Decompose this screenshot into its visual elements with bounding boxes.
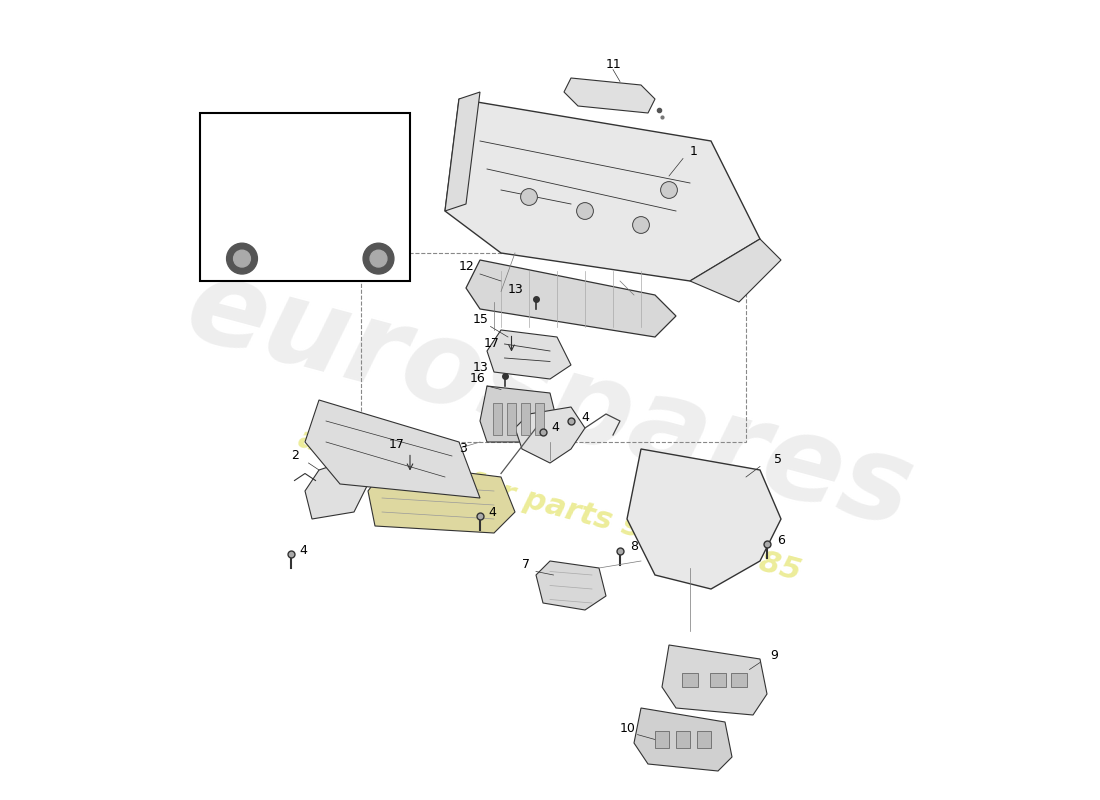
Text: 3: 3 xyxy=(459,442,466,455)
Text: 7: 7 xyxy=(522,558,530,571)
Text: 4: 4 xyxy=(582,411,590,424)
Circle shape xyxy=(632,217,649,234)
Text: 9: 9 xyxy=(770,649,779,662)
Polygon shape xyxy=(305,400,480,498)
Circle shape xyxy=(363,243,394,274)
Bar xyxy=(536,403,543,435)
Polygon shape xyxy=(446,92,480,211)
Text: 8: 8 xyxy=(630,541,638,554)
Polygon shape xyxy=(480,386,557,442)
Polygon shape xyxy=(221,148,396,260)
Polygon shape xyxy=(466,260,676,337)
Text: 13: 13 xyxy=(473,361,488,374)
Bar xyxy=(697,731,711,748)
Polygon shape xyxy=(690,239,781,302)
Polygon shape xyxy=(627,449,781,589)
Polygon shape xyxy=(487,330,571,379)
Polygon shape xyxy=(515,407,585,463)
Polygon shape xyxy=(634,708,732,771)
Text: 17: 17 xyxy=(389,438,405,450)
Text: 13: 13 xyxy=(508,283,524,296)
Circle shape xyxy=(520,189,538,206)
Bar xyxy=(507,403,516,435)
Bar xyxy=(710,673,726,687)
Text: a passion for parts since 1985: a passion for parts since 1985 xyxy=(296,424,804,586)
Bar xyxy=(676,731,690,748)
Polygon shape xyxy=(446,99,760,281)
Circle shape xyxy=(576,202,593,219)
Polygon shape xyxy=(239,166,368,207)
Text: eurospares: eurospares xyxy=(175,248,925,552)
Text: 4: 4 xyxy=(551,422,559,434)
Text: 16: 16 xyxy=(470,373,485,386)
Polygon shape xyxy=(368,463,515,533)
Text: 11: 11 xyxy=(606,58,621,70)
Polygon shape xyxy=(662,645,767,715)
Circle shape xyxy=(370,250,387,267)
Circle shape xyxy=(227,243,257,274)
Text: 1: 1 xyxy=(690,145,697,158)
Text: 15: 15 xyxy=(473,313,488,326)
Bar xyxy=(654,731,669,748)
Text: 6: 6 xyxy=(778,534,785,546)
Bar xyxy=(493,403,502,435)
Text: 4: 4 xyxy=(488,506,496,518)
Circle shape xyxy=(233,250,251,267)
Bar xyxy=(730,673,747,687)
Text: 17: 17 xyxy=(484,338,499,350)
Bar xyxy=(200,113,410,281)
Text: 4: 4 xyxy=(299,544,307,557)
Text: 2: 2 xyxy=(292,450,299,462)
Text: 12: 12 xyxy=(459,261,475,274)
Text: 10: 10 xyxy=(620,722,636,735)
Text: 5: 5 xyxy=(774,453,782,466)
Polygon shape xyxy=(564,78,654,113)
Circle shape xyxy=(661,182,678,198)
Polygon shape xyxy=(305,456,369,519)
Bar xyxy=(521,403,530,435)
Polygon shape xyxy=(536,561,606,610)
Bar xyxy=(682,673,698,687)
